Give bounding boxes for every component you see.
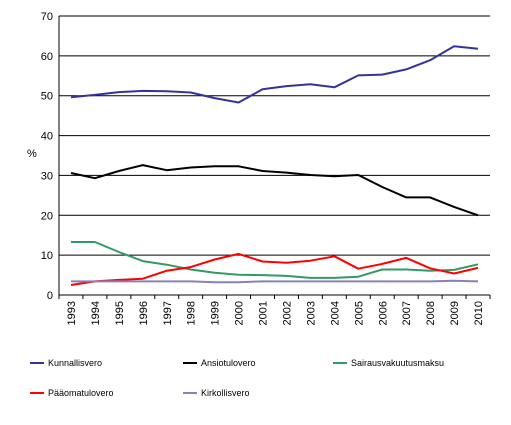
x-tick-label: 1994 — [90, 301, 102, 325]
x-tick-label: 2007 — [401, 301, 413, 325]
x-tick-label: 2010 — [473, 301, 485, 325]
y-axis-label: % — [27, 148, 37, 160]
x-tick-label: 2008 — [425, 301, 437, 325]
x-tick-label: 2006 — [377, 301, 389, 325]
legend-label-sairausvakuutusmaksu: Sairausvakuutusmaksu — [351, 358, 444, 368]
legend-label-ansiotulovero: Ansiotulovero — [201, 358, 256, 368]
series-line-kirkollisvero — [71, 279, 479, 284]
x-tick-label: 2003 — [305, 301, 317, 325]
legend-label-kunnallisvero: Kunnallisvero — [48, 358, 102, 368]
x-tick-label: 1993 — [66, 301, 78, 325]
x-tick-labels: 1993 1994 1995 1996 1997 1998 1999 2000 2001 2002… — [66, 301, 485, 325]
x-tick-label: 2000 — [234, 301, 246, 325]
legend: Kunnallisvero Ansiotulovero Sairausvakuutu… — [30, 358, 444, 398]
x-tick-label: 1995 — [114, 301, 126, 325]
y-tick-label: 50 — [41, 91, 53, 103]
y-tick-label: 30 — [41, 170, 53, 182]
y-tick-label: 40 — [41, 131, 53, 143]
x-tick-label: 2004 — [329, 301, 341, 325]
series-lines — [70, 45, 479, 286]
series-line-kunnallisvero — [70, 45, 479, 104]
legend-label-kirkollisvero: Kirkollisvero — [201, 388, 250, 398]
x-tick-label: 1998 — [186, 301, 198, 325]
x-tick-label: 1996 — [138, 301, 150, 325]
y-tick-label: 70 — [41, 11, 53, 23]
y-tick-label: 60 — [41, 51, 53, 63]
axes — [58, 16, 491, 299]
x-tick-label: 2002 — [281, 301, 293, 325]
y-tick-labels: 0 10 20 30 40 50 60 70 — [41, 11, 53, 302]
x-tick-label: 1997 — [162, 301, 174, 325]
y-tick-label: 10 — [41, 250, 53, 262]
x-tick-label: 2009 — [449, 301, 461, 325]
x-tick-label: 1999 — [210, 301, 222, 325]
series-line-ansiotulovero — [70, 164, 479, 217]
legend-label-paaomatulovero: Pääomatulovero — [48, 388, 114, 398]
x-tick-label: 2005 — [353, 301, 365, 325]
y-tick-label: 20 — [41, 210, 53, 222]
series-line-paaomatulovero — [70, 252, 479, 286]
gridlines — [59, 15, 490, 256]
series-line-sairausvakuutusmaksu — [71, 241, 479, 279]
y-tick-label: 0 — [47, 290, 53, 302]
x-tick-label: 2001 — [258, 301, 270, 325]
